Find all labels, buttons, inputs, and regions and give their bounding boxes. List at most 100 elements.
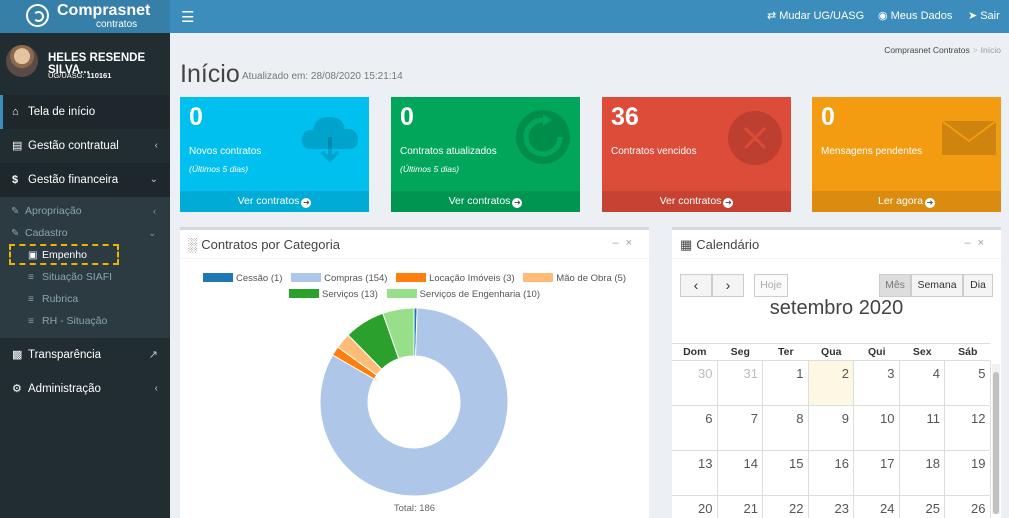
menu-toggle-icon[interactable]: ☰ (181, 9, 195, 26)
sidebar-item-gestao-contratual[interactable]: ▤ Gestão contratual ‹ (0, 129, 170, 163)
sidebar-item-administracao[interactable]: ⚙ Administração ‹ (0, 372, 170, 406)
calendar-day[interactable]: 8 (763, 406, 809, 450)
sidebar-item-rh-situacao[interactable]: ≡ RH - Situação (0, 310, 170, 332)
breadcrumb-link[interactable]: Comprasnet Contratos (884, 45, 970, 55)
calendar-day[interactable]: 3 (854, 361, 900, 405)
close-icon[interactable]: × (625, 237, 639, 249)
sidebar-item-label: Tela de início (28, 106, 96, 118)
calendar-title-label: Calendário (696, 237, 760, 252)
calendar-day[interactable]: 14 (718, 451, 763, 495)
stat-box-mensagens-pendentes: 0 Mensagens pendentes Ler agora ➜ (812, 97, 1001, 212)
close-icon[interactable]: × (977, 237, 991, 249)
calendar-day[interactable]: 20 (672, 496, 718, 518)
legend-label: Locação Imóveis (3) (429, 273, 515, 284)
view-day-button[interactable]: Dia (963, 274, 993, 297)
chart-title-label: Contratos por Categoria (201, 237, 340, 252)
weekday-label: Sáb (958, 346, 978, 358)
sidebar-item-label: Transparência (28, 349, 102, 361)
ver-contratos-link[interactable]: Ver contratos ➜ (602, 191, 791, 212)
calendar-day[interactable]: 1 (763, 361, 809, 405)
calendar-day-today[interactable]: 2 (808, 361, 854, 405)
calendar-day[interactable]: 12 (945, 406, 991, 450)
sidebar-item-transparencia[interactable]: ▩ Transparência ↗ (0, 338, 170, 372)
calendar-day[interactable]: 19 (945, 451, 991, 495)
ler-agora-link[interactable]: Ler agora ➜ (812, 191, 1001, 212)
scrollbar-thumb[interactable] (993, 372, 999, 514)
ver-contratos-link[interactable]: Ver contratos ➜ (180, 191, 369, 212)
list-icon: ≡ (28, 272, 34, 283)
meus-dados-button[interactable]: ◉ Meus Dados (878, 9, 952, 22)
prev-month-button[interactable]: ‹ (680, 274, 712, 297)
chart-legend: Cessão (1) Compras (154) Locação Imóveis… (180, 273, 649, 284)
legend-label: Cessão (1) (236, 273, 283, 284)
sidebar-item-empenho[interactable]: ▣ Empenho (0, 244, 170, 266)
pie-slice-compras[interactable] (319, 307, 509, 497)
edit-icon: ✎ (11, 206, 20, 217)
calendar-day[interactable]: 26 (945, 496, 991, 518)
avatar (6, 45, 38, 77)
calendar-day[interactable]: 7 (718, 406, 763, 450)
calendar-day[interactable]: 13 (672, 451, 718, 495)
minimize-icon[interactable]: – (964, 237, 978, 249)
next-month-button[interactable]: › (712, 274, 744, 297)
app-logo[interactable]: Comprasnet contratos (0, 0, 170, 33)
sidebar-item-cadastro[interactable]: ✎ Cadastro ⌄ (0, 222, 170, 244)
pie-slice-servi-os-de-engenharia[interactable] (382, 307, 415, 360)
chevron-down-icon: ⌄ (148, 228, 156, 238)
calendar-day[interactable]: 11 (900, 406, 945, 450)
calendar-day[interactable]: 24 (854, 496, 900, 518)
calendar-day[interactable]: 9 (809, 406, 854, 450)
calendar-grid: Dom Seg Ter Qua Qui Sex Sáb 30 31 1 2 3 … (672, 343, 991, 518)
panel-tools: –× (612, 237, 639, 249)
calendar-day[interactable]: 5 (945, 361, 991, 405)
chevron-left-icon: ‹ (154, 140, 158, 151)
times-circle-icon (728, 111, 782, 165)
view-month-button[interactable]: Mês (879, 274, 911, 297)
sair-button[interactable]: ➤ Sair (968, 9, 1000, 22)
calendar-day[interactable]: 23 (809, 496, 854, 518)
calendar-day[interactable]: 16 (809, 451, 854, 495)
sidebar: HELES RESENDE SILVA... UG/UASG: 110161 ⌂… (0, 33, 170, 518)
weekday-label: Sex (912, 346, 932, 358)
legend-item: Locação Imóveis (3) (396, 273, 515, 284)
sidebar-item-gestao-financeira[interactable]: $ Gestão financeira ⌄ (0, 163, 170, 197)
calendar-day[interactable]: 18 (900, 451, 945, 495)
calendar-day[interactable]: 31 (718, 361, 763, 405)
sidebar-item-tela-inicio[interactable]: ⌂ Tela de início (0, 95, 170, 129)
calendar-day[interactable]: 6 (672, 406, 718, 450)
calendar-day[interactable]: 30 (672, 361, 718, 405)
sidebar-item-label: Gestão financeira (28, 174, 119, 186)
ver-contratos-link[interactable]: Ver contratos ➜ (391, 191, 580, 212)
chevron-left-icon: ‹ (153, 206, 156, 216)
minimize-icon[interactable]: – (612, 237, 626, 249)
today-button[interactable]: Hoje (754, 274, 788, 297)
bar-chart-icon: ░ (188, 237, 198, 252)
weekday-label: Qui (868, 346, 886, 358)
view-week-button[interactable]: Semana (911, 274, 963, 297)
legend-item: Mão de Obra (5) (523, 273, 626, 284)
stat-sublabel: (Últimos 5 dias) (189, 164, 249, 174)
sidebar-item-label: Situação SIAFI (42, 271, 113, 283)
sidebar-item-situacao-siafi[interactable]: ≡ Situação SIAFI (0, 266, 170, 288)
weekday-label: Qua (821, 346, 842, 358)
calendar-day[interactable]: 22 (763, 496, 809, 518)
meus-dados-label: Meus Dados (890, 10, 953, 22)
calendar-day[interactable]: 4 (900, 361, 945, 405)
calendar-day[interactable]: 17 (854, 451, 900, 495)
sidebar-item-rubrica[interactable]: ≡ Rubrica (0, 288, 170, 310)
calendar-day[interactable]: 15 (763, 451, 809, 495)
sidebar-item-apropriacao[interactable]: ✎ Apropriação ‹ (0, 200, 170, 222)
stat-value: 0 (400, 103, 414, 131)
calendar-scrollbar[interactable] (992, 364, 1000, 514)
mudar-ug-button[interactable]: ⇄ Mudar UG/UASG (767, 9, 864, 22)
stat-box-contratos-vencidos: 36 Contratos vencidos Ver contratos ➜ (602, 97, 791, 212)
stat-box-contratos-atualizados: 0 Contratos atualizados (Últimos 5 dias)… (391, 97, 580, 212)
weekday-label: Dom (683, 346, 707, 358)
chevron-left-icon: ‹ (154, 383, 158, 394)
calendar-day[interactable]: 21 (718, 496, 763, 518)
calendar-day[interactable]: 25 (900, 496, 945, 518)
list-icon: ≡ (28, 316, 34, 327)
stat-label: Contratos atualizados (400, 146, 497, 157)
calendar-day[interactable]: 10 (854, 406, 900, 450)
calendar-week: 6 7 8 9 10 11 12 (672, 406, 991, 451)
